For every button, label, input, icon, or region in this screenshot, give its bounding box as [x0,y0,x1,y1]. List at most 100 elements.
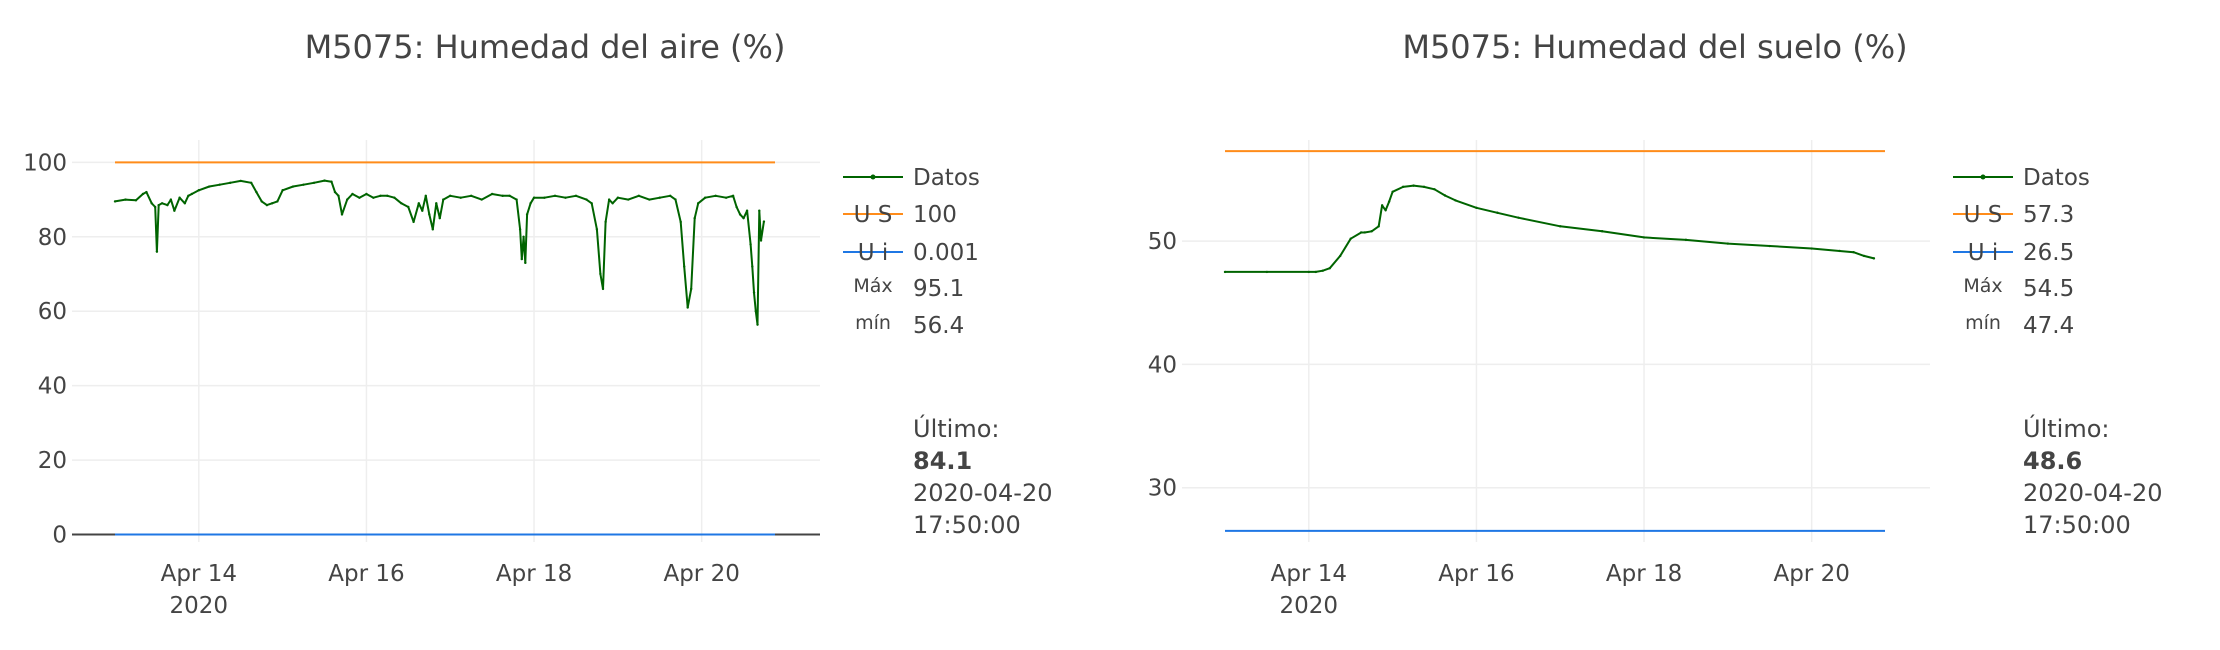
data-point [693,216,696,220]
data-point [524,261,527,265]
data-point [480,198,483,201]
data-point [1265,270,1269,274]
chart-title: M5075: Humedad del suelo (%) [1402,28,1907,66]
y-tick-label: 50 [1148,229,1177,255]
legend-stat-value: 47.4 [2023,313,2074,339]
legend-value-us: 57.3 [2023,202,2074,228]
data-point [1475,206,1478,210]
data-point [520,257,524,261]
data-point [543,196,546,199]
data-point [590,202,593,205]
data-point [1384,209,1387,212]
data-point [255,190,258,194]
data-point [1443,194,1447,197]
data-point [160,202,164,205]
data-point [714,194,717,198]
data-point [218,183,221,186]
data-point [1223,270,1227,274]
data-point [449,194,452,198]
data-point [1433,188,1436,191]
data-point [1391,190,1394,193]
last-reading-annotation: Último: 48.6 2020-04-20 17:50:00 [2023,413,2162,539]
data-point [393,196,396,199]
data-point [372,196,375,199]
data-point [686,306,689,309]
data-point [276,200,279,203]
data-point [270,202,274,205]
data-point [1339,254,1342,258]
data-point [365,192,368,196]
legend: Datos U S 100 U i 0.001 Máx 95.1 mín 56.4 [843,165,980,339]
x-tick-label: Apr 20 [663,561,739,587]
data-point [469,194,473,198]
x-tick-label: Apr 14 [1271,561,1347,587]
chart-soil-humidity: M5075: Humedad del suelo (%) 30 40 50 Apr 14… [1148,28,2163,619]
legend-label-datos: Datos [913,165,980,191]
data-point [759,239,763,242]
data-point [208,185,211,188]
x-tick-label: Apr 18 [1606,561,1682,587]
y-tick-label: 40 [1148,352,1177,378]
last-reading-time: 17:50:00 [2023,511,2131,539]
data-points [113,179,766,326]
data-point [340,213,344,216]
legend: Datos U S 57.3 U i 26.5 Máx 54.5 mín 47.4 [1953,165,2090,339]
data-point [442,198,445,201]
data-point [756,323,759,326]
data-point [134,199,138,202]
last-reading-date: 2020-04-20 [2023,479,2162,507]
data-point [607,198,611,201]
data-point [689,287,693,291]
legend-swatch-marker [1980,174,1986,180]
data-point [291,185,295,188]
data-point [703,196,707,199]
last-reading-label: Último: [913,413,999,443]
data-point [752,291,756,294]
data-point [658,196,661,199]
last-reading-value: 84.1 [913,447,972,475]
data-point [1726,242,1730,245]
legend-name-ui: U i [858,240,889,266]
data-point [1559,225,1562,228]
data-point [346,198,349,201]
data-point [1370,230,1373,233]
data-point [532,196,536,199]
data-point [1307,270,1311,274]
data-point [281,189,284,192]
data-point [749,243,752,246]
data-point [379,194,382,198]
data-point [574,194,578,198]
data-point [627,198,630,201]
data-point [751,265,754,268]
data-point [522,235,525,238]
data-point [1496,211,1499,214]
data-point [696,202,700,205]
legend-label-datos: Datos [2023,165,2090,191]
data-point [113,200,117,203]
data-point [1517,216,1520,219]
x-tick-label: Apr 18 [496,561,572,587]
data-point [745,209,749,212]
data-point [424,194,427,198]
data-point [428,213,431,216]
data-point [312,181,316,185]
data-point [637,194,641,198]
legend-name-us: U S [854,202,893,228]
data-point [599,272,602,276]
data-point [400,202,403,205]
data-point [323,179,326,182]
y-tick-label: 100 [23,150,67,176]
data-point [1600,230,1604,233]
data-point [459,196,462,199]
data-point [735,205,738,209]
last-reading-time: 17:50:00 [913,511,1021,539]
data-point [333,190,337,194]
data-point [738,213,742,216]
data-point [386,194,389,198]
data-point [518,228,522,231]
x-tick-year-label: 2020 [1280,593,1339,619]
data-point [157,203,160,207]
data-point [1380,204,1384,207]
legend-stat-value: 56.4 [913,313,964,339]
y-tick-label: 30 [1148,476,1177,502]
